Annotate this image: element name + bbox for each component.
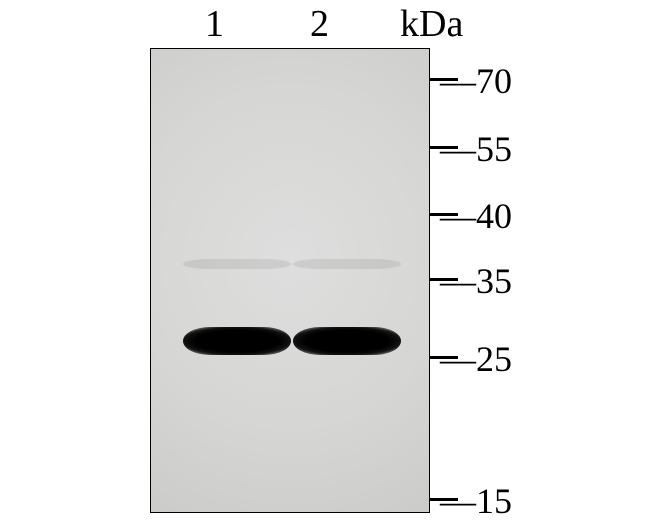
marker-55: —55 (440, 128, 512, 170)
lane-1-label: 1 (205, 2, 224, 46)
band-lane1 (183, 327, 291, 355)
western-blot-figure: 1 2 kDa —70 —55 —40 —35 —25 —15 (0, 0, 650, 520)
marker-40: —40 (440, 195, 512, 237)
faint-band-lane1 (183, 259, 291, 269)
marker-15: —15 (440, 480, 512, 522)
marker-25: —25 (440, 338, 512, 380)
blot-background (151, 49, 429, 512)
faint-band-lane2 (293, 259, 401, 269)
marker-70: —70 (440, 60, 512, 102)
band-lane2 (293, 327, 401, 355)
blot-membrane (150, 48, 430, 513)
lane-2-label: 2 (310, 2, 329, 46)
marker-35: —35 (440, 260, 512, 302)
unit-label: kDa (400, 2, 463, 46)
